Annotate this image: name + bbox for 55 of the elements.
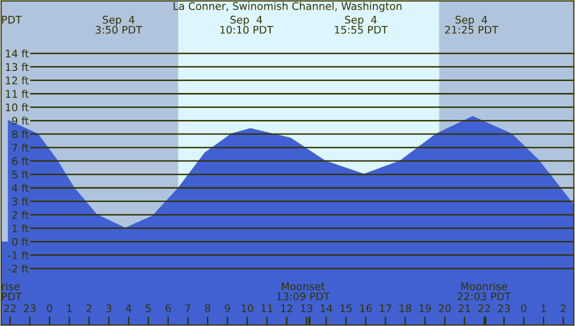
x-tick-label: 1 xyxy=(541,304,546,312)
y-tick-label: 9 ft xyxy=(12,116,29,125)
x-tick-label: 2 xyxy=(560,304,566,312)
x-tick-label: 22 xyxy=(4,304,16,312)
x-tick-label: 9 xyxy=(224,304,230,312)
x-tick-label: 16 xyxy=(360,304,372,312)
y-tick-label: 11 ft xyxy=(6,90,29,98)
y-tick-label: 12 ft xyxy=(6,76,29,84)
x-tick-label: 22 xyxy=(478,304,490,312)
x-tick-label: 2 xyxy=(86,304,92,312)
y-tick-label: 4 ft xyxy=(12,184,29,192)
y-tick-label: 8 ft xyxy=(12,130,29,138)
y-tick-label: 14 ft xyxy=(6,49,29,58)
y-tick-label: 3 ft xyxy=(12,197,29,206)
y-tick-label: 5 ft xyxy=(12,170,29,179)
annotation: rise PDT xyxy=(2,282,22,300)
x-tick-label: 21 xyxy=(458,304,470,312)
x-tick-label: 6 xyxy=(166,304,171,312)
x-tick-label: 3 xyxy=(106,304,112,312)
y-tick-label: -1 ft xyxy=(8,251,29,260)
y-tick-label: 1 ft xyxy=(12,224,29,232)
x-tick-label: 14 xyxy=(320,304,332,312)
y-tick-label: 7 ft xyxy=(12,144,29,152)
x-tick-label: 23 xyxy=(498,304,510,312)
x-tick-label: 18 xyxy=(400,304,412,312)
y-tick-label: 2 ft xyxy=(12,210,29,219)
y-tick-label: -2 ft xyxy=(8,264,29,273)
annotation: Sep 4 3:50 PDT xyxy=(96,16,142,34)
x-tick-label: 12 xyxy=(281,304,292,312)
annotation: PDT xyxy=(2,16,22,24)
x-tick-label: 10 xyxy=(242,304,254,312)
x-tick-label: 19 xyxy=(420,304,431,312)
x-tick-label: 17 xyxy=(380,304,392,312)
annotation: Moonrise 22:03 PDT xyxy=(458,282,511,300)
y-tick-label: 13 ft xyxy=(6,62,29,71)
y-tick-label: 6 ft xyxy=(12,157,29,166)
x-tick-label: 0 xyxy=(46,304,52,312)
x-tick-label: 20 xyxy=(438,304,451,312)
x-tick-label: 7 xyxy=(185,304,190,312)
y-tick-label: 0 ft xyxy=(12,238,29,246)
annotation: Sep 4 15:55 PDT xyxy=(334,16,388,34)
x-tick-label: 5 xyxy=(146,304,151,312)
chart-title: La Conner, Swinomish Channel, Washington xyxy=(174,2,402,12)
annotation: Moonset 13:09 PDT xyxy=(277,282,330,300)
y-tick-label: 10 ft xyxy=(6,103,29,112)
x-tick-label: 0 xyxy=(521,304,526,312)
annotation: Sep 4 21:25 PDT xyxy=(445,16,498,34)
x-tick-label: 15 xyxy=(340,304,352,312)
x-tick-label: 13 xyxy=(300,304,312,312)
x-tick-label: 1 xyxy=(67,304,72,312)
x-tick-label: 23 xyxy=(24,304,36,312)
x-tick-label: 11 xyxy=(261,304,273,312)
annotation: Sep 4 10:10 PDT xyxy=(220,16,274,34)
x-tick-label: 8 xyxy=(205,304,210,312)
x-tick-label: 4 xyxy=(126,304,132,312)
